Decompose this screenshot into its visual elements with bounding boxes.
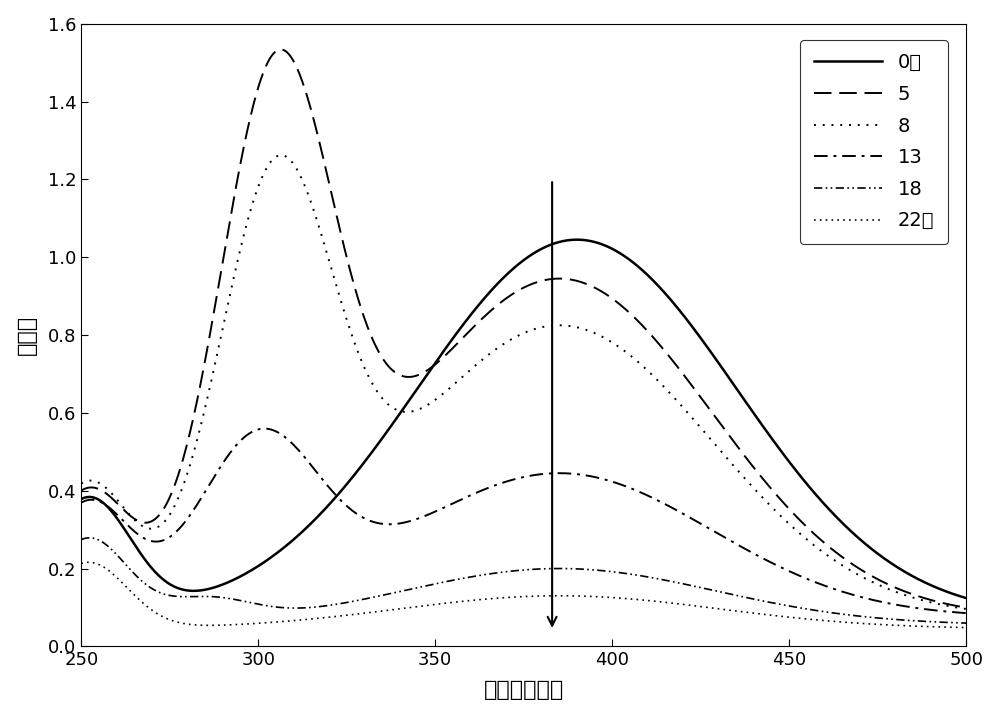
5 <box>483 308 495 317</box>
13 <box>120 520 132 528</box>
Line: 22秒: 22秒 <box>81 562 966 627</box>
X-axis label: 波长（纳米）: 波长（纳米） <box>484 680 564 701</box>
8 <box>773 510 785 518</box>
22秒 <box>82 558 94 566</box>
22秒 <box>75 559 87 568</box>
18 <box>773 599 785 608</box>
13 <box>935 607 947 615</box>
Line: 0秒: 0秒 <box>81 239 966 598</box>
5 <box>275 45 287 54</box>
8 <box>120 507 132 516</box>
22秒 <box>121 583 133 592</box>
22秒 <box>483 594 495 603</box>
13 <box>75 498 87 507</box>
18 <box>960 619 972 627</box>
Line: 5: 5 <box>81 49 966 608</box>
8 <box>506 335 518 343</box>
Y-axis label: 吸光度: 吸光度 <box>17 315 37 355</box>
18 <box>506 566 518 575</box>
Line: 18: 18 <box>81 538 966 623</box>
0秒 <box>960 594 972 602</box>
0秒 <box>935 585 947 594</box>
0秒 <box>773 444 785 452</box>
5 <box>935 598 947 607</box>
18 <box>75 536 87 544</box>
8 <box>75 479 87 488</box>
18 <box>84 533 96 542</box>
0秒 <box>75 495 87 503</box>
13 <box>506 475 518 484</box>
5 <box>506 290 518 299</box>
Line: 8: 8 <box>81 155 966 609</box>
Legend: 0秒, 5, 8, 13, 18, 22秒: 0秒, 5, 8, 13, 18, 22秒 <box>800 39 948 244</box>
18 <box>935 618 947 627</box>
5 <box>75 486 87 495</box>
22秒 <box>935 622 947 631</box>
13 <box>483 483 495 492</box>
0秒 <box>120 528 132 536</box>
8 <box>483 351 495 359</box>
18 <box>483 570 495 579</box>
5 <box>120 508 132 517</box>
22秒 <box>935 622 947 631</box>
22秒 <box>960 623 972 632</box>
0秒 <box>506 266 518 275</box>
8 <box>935 600 947 609</box>
18 <box>935 618 947 627</box>
22秒 <box>506 593 518 602</box>
5 <box>773 493 785 502</box>
5 <box>935 598 947 607</box>
13 <box>960 609 972 617</box>
18 <box>121 561 133 570</box>
8 <box>275 151 287 159</box>
13 <box>773 562 785 571</box>
0秒 <box>482 290 494 298</box>
8 <box>935 600 947 609</box>
5 <box>960 604 972 612</box>
8 <box>960 604 972 613</box>
13 <box>258 424 270 433</box>
0秒 <box>571 235 583 244</box>
Line: 13: 13 <box>81 429 966 613</box>
22秒 <box>773 612 785 620</box>
0秒 <box>935 585 947 594</box>
13 <box>935 607 947 615</box>
